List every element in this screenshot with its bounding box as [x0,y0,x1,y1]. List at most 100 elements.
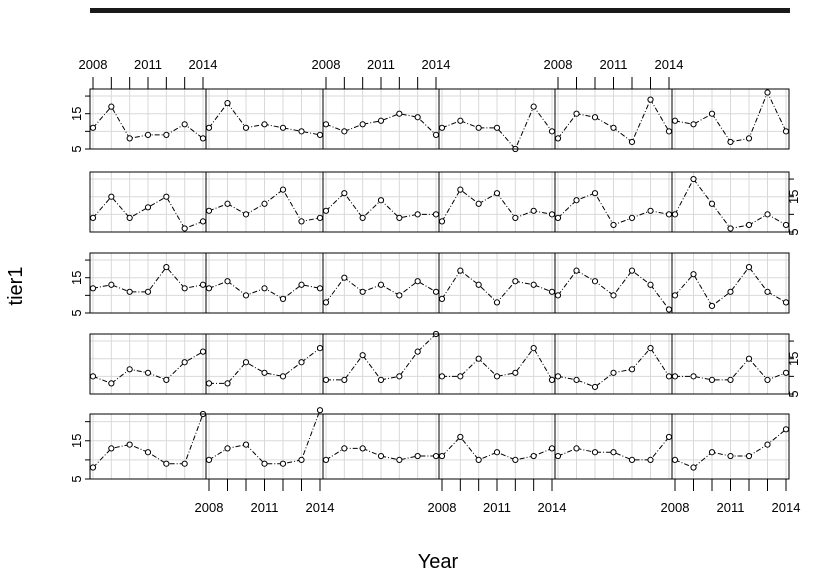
data-point [261,121,268,128]
data-point [126,135,133,142]
data-point [261,460,268,467]
data-point [647,281,654,288]
data-point [530,207,537,214]
data-point [727,376,734,383]
panel-r2-c2 [205,171,324,233]
data-point [690,373,697,380]
x-tick-label: 2008 [195,500,224,515]
data-point [316,214,324,221]
data-point [548,288,556,295]
data-point [341,445,348,452]
data-point [573,110,580,117]
data-point [665,128,673,135]
panel-r5-c4 [438,413,556,480]
panel-r5-c2 [205,407,324,480]
x-tick-label: 2011 [367,57,395,72]
data-point [512,369,519,376]
panel-r1-c4 [438,88,556,153]
data-point [727,138,734,146]
y-tick-label: 5 [69,309,84,316]
data-point [457,433,464,441]
panel-r4-c6 [671,333,790,395]
y-tick-label: 15 [69,434,84,448]
data-point [548,376,556,383]
data-point [126,366,133,373]
data-point [671,211,679,218]
panel-r4-c5 [554,333,673,395]
data-point [475,281,482,288]
data-point [764,89,771,96]
data-point [144,449,152,456]
x-tick-label: 2008 [312,57,341,72]
panel-r2-c6 [671,171,790,233]
data-point [205,124,213,131]
x-tick-label: 2011 [134,57,162,72]
data-point [591,449,599,456]
panel-r3-c3 [322,252,440,314]
data-point [144,288,152,295]
panel-r3-c5 [554,252,673,314]
data-point [144,131,152,138]
data-point [224,200,231,207]
data-point [438,295,446,302]
data-point [610,221,617,229]
x-tick-label: 2008 [428,500,457,515]
data-point [181,460,188,467]
data-point [690,271,697,278]
panel-r5-c6 [671,413,790,480]
data-point [493,299,501,306]
y-tick-label: 15 [786,351,801,365]
data-point [475,124,482,131]
panel-row-2 [89,171,790,233]
data-point [181,359,188,366]
data-point [727,225,734,232]
data-point [457,373,464,380]
data-point [261,285,268,292]
x-tick-label: 2011 [600,57,628,72]
data-point [322,299,330,306]
data-point [279,295,287,302]
data-point [199,281,207,288]
data-point [181,285,188,292]
x-tick-label: 2008 [544,57,573,72]
panel-r3-c4 [438,252,556,314]
data-point [242,441,250,448]
data-point [708,200,716,207]
data-point [548,128,556,135]
data-point [377,376,385,383]
data-point [377,197,385,204]
x-axis-col-3: 2008 2011 2014 [312,57,451,89]
x-axis-col-1: 2008 2011 2014 [79,57,217,89]
data-point [782,128,790,135]
data-point [377,452,385,460]
data-point [591,114,599,121]
data-point [573,267,580,274]
data-point [396,292,403,299]
data-point [279,460,287,467]
data-point [199,218,207,225]
data-point [745,264,753,271]
panel-frame [671,333,790,395]
panel-r3-c2 [205,252,324,314]
x-tick-label: 2014 [538,500,567,515]
data-point [745,221,753,229]
y-tick-label: 15 [786,189,801,203]
panel-r1-c5 [554,88,673,150]
data-point [432,131,440,138]
data-point [181,225,188,232]
data-point [341,190,348,197]
data-point [298,281,305,288]
panel-r4-c2 [205,333,324,395]
y-tick-label: 15 [69,106,84,120]
data-point [199,135,207,142]
panel-row-4 [89,330,790,395]
data-point [512,278,519,285]
data-point [377,281,385,288]
x-tick-label: 2008 [661,500,690,515]
data-point [279,373,287,380]
panel-r4-c1 [89,333,207,395]
x-tick-label: 2014 [422,57,451,72]
data-point [89,124,97,131]
panel-r1-c3 [322,88,440,150]
